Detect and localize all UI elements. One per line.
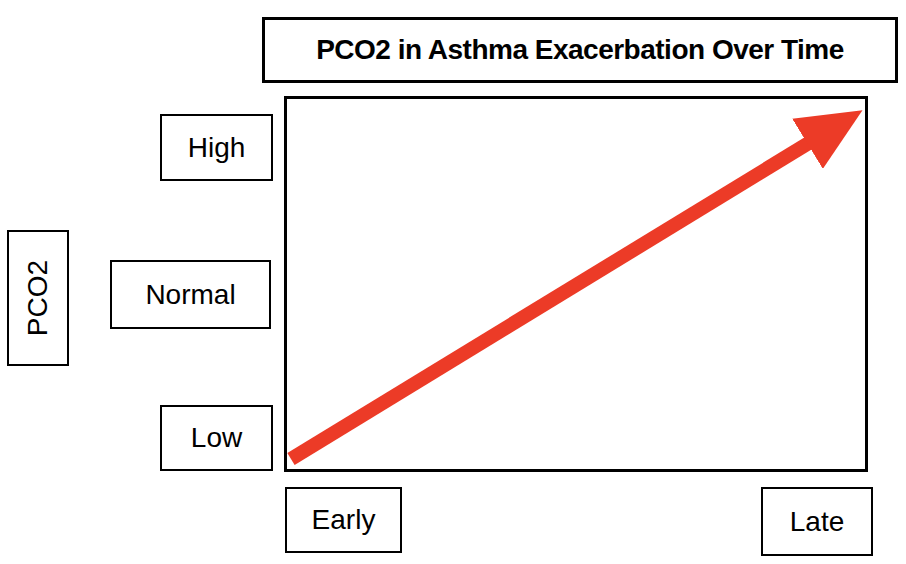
chart-title: PCO2 in Asthma Exacerbation Over Time <box>262 17 898 83</box>
trend-arrow <box>287 99 865 469</box>
y-axis-label: PCO2 <box>22 260 54 336</box>
x-tick-early: Early <box>285 487 402 553</box>
y-tick-high: High <box>160 114 273 181</box>
plot-area <box>284 96 868 472</box>
x-tick-late: Late <box>761 487 873 556</box>
y-axis-label-box: PCO2 <box>7 230 69 366</box>
trend-arrow-line <box>291 127 835 459</box>
y-tick-normal: Normal <box>110 260 271 329</box>
y-tick-low: Low <box>160 405 273 471</box>
chart: PCO2 in Asthma Exacerbation Over Time PC… <box>0 0 906 564</box>
